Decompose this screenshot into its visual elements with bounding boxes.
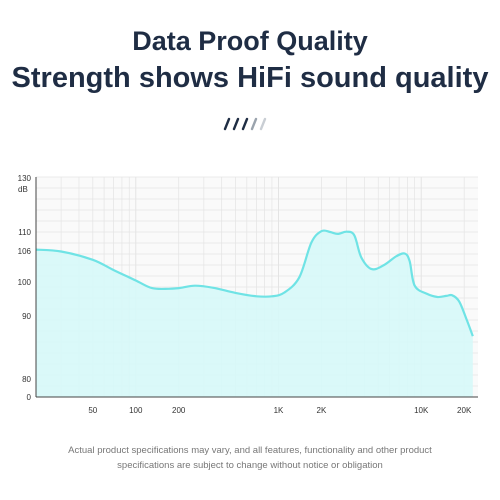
x-tick-label: 2K [317, 406, 327, 415]
x-tick-label: 100 [129, 406, 143, 415]
slash-mark [223, 117, 231, 131]
frequency-response-chart: 130 110 106 100 90 80 0 50 100 200 1K 2K 10K 20K dB [18, 174, 478, 415]
disclaimer-line-1: Actual product specifications may vary, … [68, 445, 432, 456]
y-tick-label: 100 [18, 278, 32, 287]
x-tick-label: 1K [274, 406, 284, 415]
y-tick-label: 80 [22, 375, 31, 384]
title-line-1: Data Proof Quality [132, 26, 368, 56]
frequency-response-line [35, 229, 474, 337]
slash-mark [241, 117, 249, 131]
y-tick-label: 106 [18, 247, 32, 256]
y-tick-label: 90 [22, 312, 31, 321]
y-tick-label: 0 [27, 393, 32, 402]
y-tick-label: 110 [18, 228, 31, 237]
x-tick-label: 200 [172, 406, 186, 415]
slash-mark [232, 117, 240, 131]
title-line-2: Strength shows HiFi sound quality [11, 62, 489, 94]
slash-mark [250, 117, 258, 131]
y-tick-labels: 130 110 106 100 90 80 0 [18, 174, 32, 402]
x-tick-label: 10K [414, 406, 429, 415]
y-axis-label: dB [18, 185, 28, 194]
x-tick-label: 50 [88, 406, 97, 415]
y-tick-label: 130 [18, 174, 32, 183]
disclaimer-line-2: specifications are subject to change wit… [117, 460, 383, 471]
x-tick-labels: 50 100 200 1K 2K 10K 20K [88, 406, 472, 415]
slash-divider-icon [223, 117, 267, 131]
slash-mark [259, 117, 267, 131]
x-tick-label: 20K [457, 406, 472, 415]
chart-axes [35, 177, 478, 398]
frequency-response-area [36, 230, 473, 397]
